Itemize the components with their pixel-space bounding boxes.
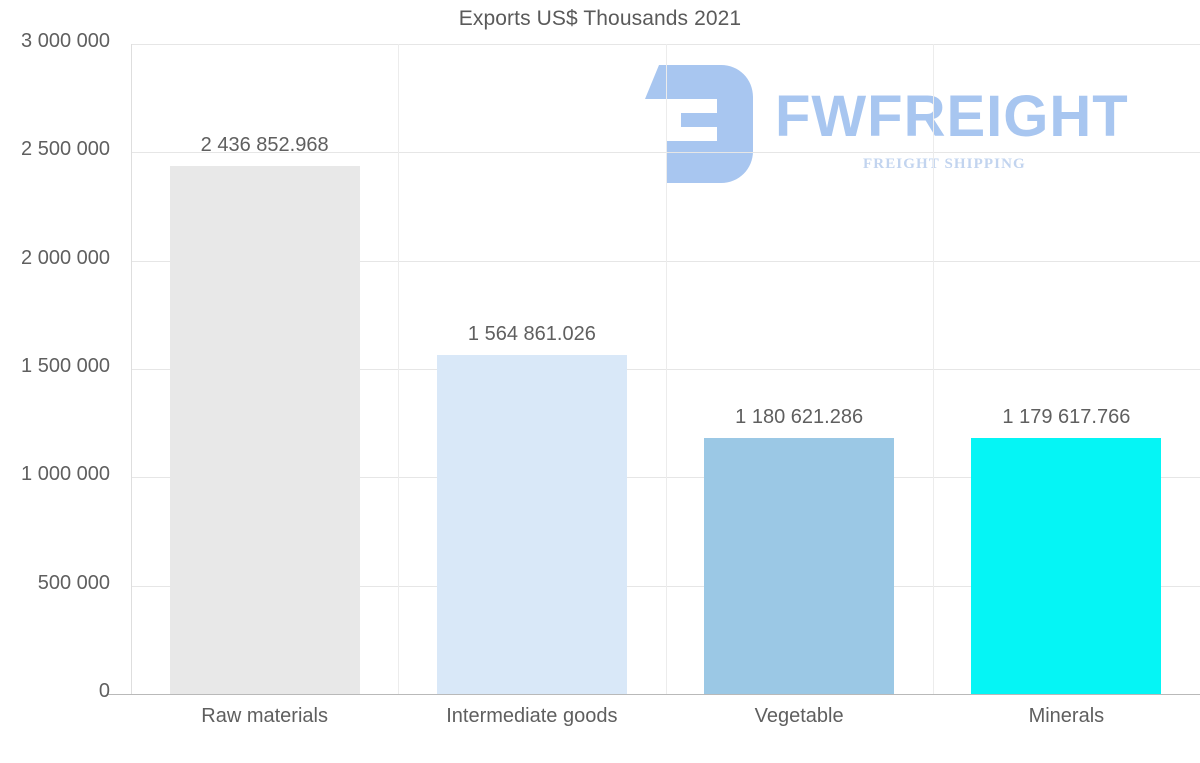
y-axis-tick-label: 3 000 000 <box>21 30 110 52</box>
bar-minerals[interactable] <box>971 438 1162 694</box>
gridline-vertical <box>666 44 667 694</box>
gridline-horizontal <box>131 152 1200 154</box>
y-axis-tick-label: 2 500 000 <box>21 138 110 161</box>
bar-value-label: 1 180 621.286 <box>735 406 864 429</box>
gridline-horizontal <box>131 477 1200 479</box>
x-axis-label-vegetable: Vegetable <box>754 705 844 727</box>
bar-raw-materials[interactable] <box>169 166 360 694</box>
y-axis-line <box>131 44 132 695</box>
gridline-vertical <box>933 44 934 694</box>
y-axis-tick-label: 1 000 000 <box>21 463 110 486</box>
gridline-horizontal <box>131 260 1200 262</box>
gridline-horizontal <box>131 44 1200 45</box>
y-axis-tick-label: 500 000 <box>37 571 110 594</box>
bar-intermediate-goods[interactable] <box>436 354 627 694</box>
y-axis-tick-label: 1 500 000 <box>21 355 110 377</box>
y-axis-tick-label: 2 000 000 <box>21 246 110 269</box>
bar-value-label: 1 179 617.766 <box>1002 406 1131 429</box>
y-axis-tick-label: 0 <box>98 680 110 702</box>
gridline-horizontal <box>131 585 1200 587</box>
gridline-horizontal <box>131 369 1200 370</box>
x-axis-label-minerals: Minerals <box>1028 705 1105 727</box>
bar-vegetable[interactable] <box>704 438 895 694</box>
x-axis-label-raw-materials: Raw materials <box>201 705 328 727</box>
x-axis-label-intermediate-goods: Intermediate goods <box>446 705 618 727</box>
chart-title: Exports US$ Thousands 2021 <box>458 7 742 30</box>
plot-area: 2 436 852.968 1 564 861.026 1 180 621.286 1… <box>131 44 1200 695</box>
x-axis-line <box>108 694 1200 695</box>
gridline-vertical <box>398 44 399 694</box>
bar-value-label: 2 436 852.968 <box>200 134 329 156</box>
bar-value-label: 1 564 861.026 <box>467 322 596 345</box>
